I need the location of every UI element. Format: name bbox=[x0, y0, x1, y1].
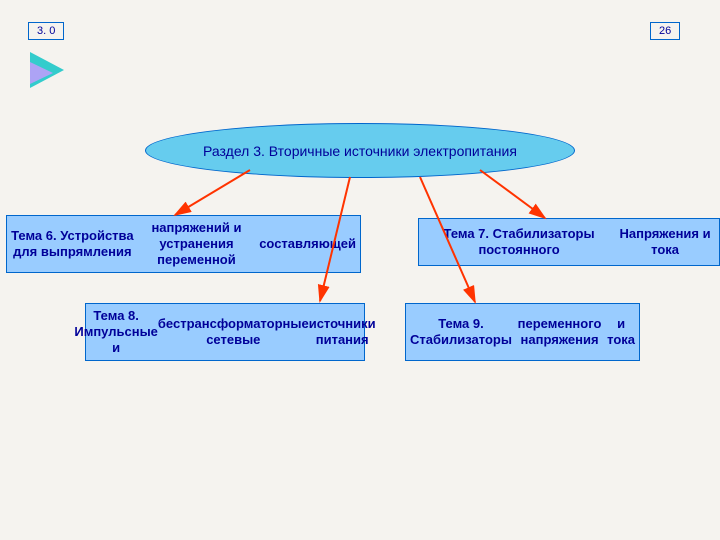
topic-box-tema8: Тема 8. Импульсные ибестрансформаторные … bbox=[85, 303, 365, 361]
page-number-tag: 26 bbox=[650, 22, 680, 40]
section-title-text: Раздел 3. Вторичные источники электропит… bbox=[203, 143, 517, 159]
topic-box-tema6: Тема 6. Устройства для выпрямлениянапряж… bbox=[6, 215, 361, 273]
version-tag: 3. 0 bbox=[28, 22, 64, 40]
section-title-ellipse: Раздел 3. Вторичные источники электропит… bbox=[145, 123, 575, 178]
topic-box-tema9: Тема 9. Стабилизаторыпеременного напряже… bbox=[405, 303, 640, 361]
topic-box-tema7: Тема 7. Стабилизаторы постоянногоНапряже… bbox=[418, 218, 720, 266]
